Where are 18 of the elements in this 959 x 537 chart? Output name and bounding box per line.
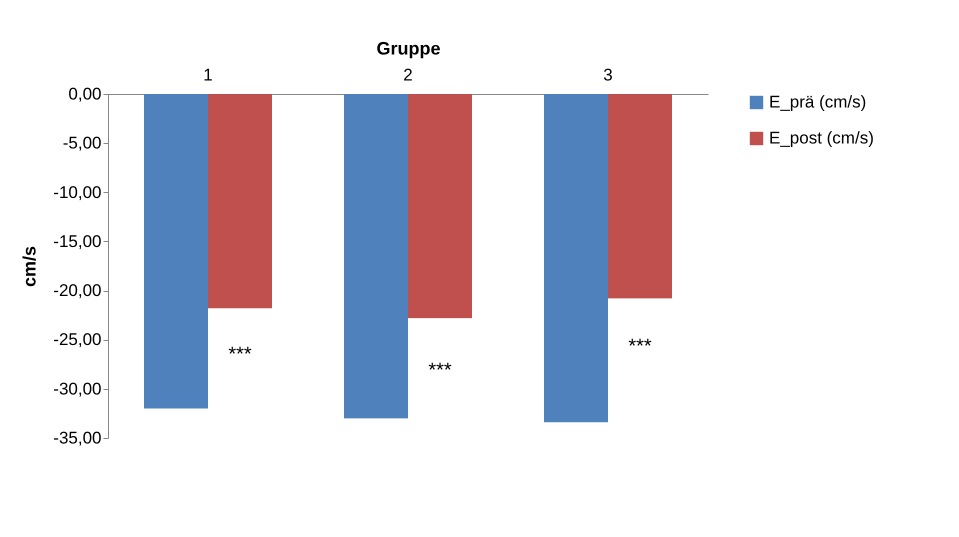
x-tick-label: 2 bbox=[403, 66, 413, 84]
x-tick-label: 3 bbox=[603, 66, 613, 84]
x-tick-label: 1 bbox=[203, 66, 213, 84]
y-tick-label: -10,00 bbox=[53, 182, 102, 202]
legend-label: E_prä (cm/s) bbox=[769, 92, 866, 112]
y-axis-title: cm/s bbox=[19, 246, 40, 288]
y-tick-label: -30,00 bbox=[53, 379, 102, 398]
y-tick-label: -20,00 bbox=[53, 281, 102, 300]
annotation: *** bbox=[428, 359, 452, 382]
x-axis-title: Gruppe bbox=[376, 38, 441, 58]
y-tick-label: -35,00 bbox=[53, 428, 102, 448]
annotation: *** bbox=[628, 336, 652, 358]
legend-label: E_post (cm/s) bbox=[769, 128, 874, 148]
y-tick-label: 0,00 bbox=[68, 84, 102, 104]
annotation: *** bbox=[228, 344, 252, 366]
y-tick-label: -25,00 bbox=[53, 330, 102, 350]
y-tick-label: -5,00 bbox=[62, 134, 102, 153]
y-tick-label: -15,00 bbox=[53, 232, 102, 251]
